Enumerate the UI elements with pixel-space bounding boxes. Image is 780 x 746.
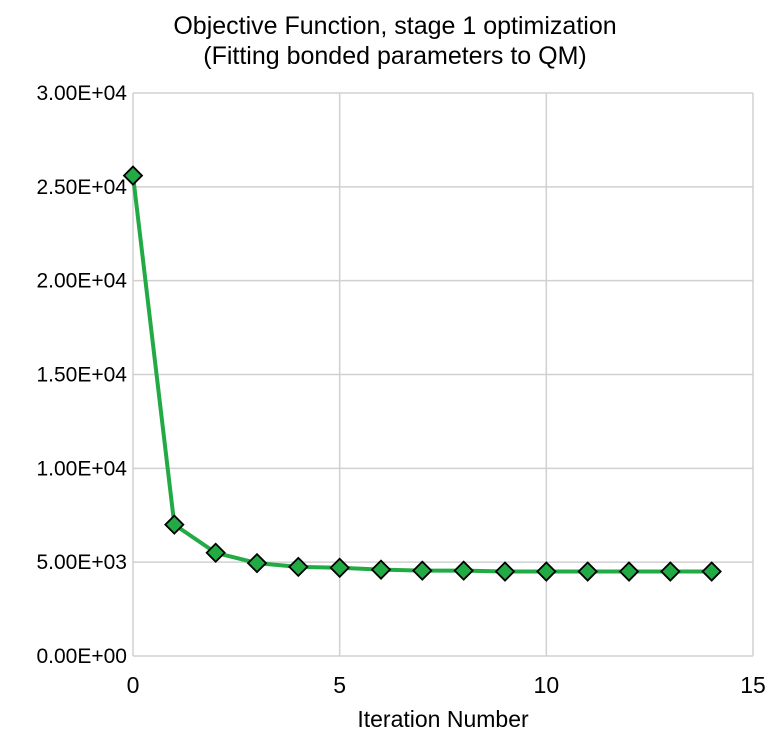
data-point-marker [122,165,144,186]
data-point-marker [577,561,598,582]
x-axis-label: Iteration Number [357,706,529,732]
x-tick-label: 0 [127,672,140,698]
y-tick-label: 2.50E+04 [36,176,127,199]
data-point-marker [660,561,681,582]
data-point-marker [246,552,268,574]
y-tick-label: 0.00E+00 [36,645,127,668]
y-axis-ticks: 0.00E+00 5.00E+03 1.00E+04 1.50E+04 2.00E+04… [36,82,127,668]
chart-subtitle: (Fitting bonded parameters to QM) [203,42,587,70]
data-point-marker [288,556,309,578]
data-point-marker [701,561,722,582]
data-point-marker [164,514,185,535]
series-layer [122,165,722,582]
data-point-marker [205,542,226,564]
data-point-marker [494,561,516,582]
data-point-marker [370,559,392,580]
data-point-marker [536,561,557,582]
data-point-marker [453,560,474,581]
y-tick-label: 2.00E+04 [36,270,127,293]
data-point-marker [412,560,433,581]
x-tick-label: 10 [534,672,560,698]
x-tick-label: 5 [333,672,346,698]
x-tick-label: 15 [740,672,766,698]
chart-title: Objective Function, stage 1 optimization [173,12,616,40]
data-point-marker [618,561,640,582]
data-point-marker [329,557,350,579]
series-line [131,175,712,574]
y-tick-label: 3.00E+04 [36,82,127,105]
y-tick-label: 1.00E+04 [36,457,127,480]
x-axis-ticks: 0 5 10 15 [127,672,766,698]
y-tick-label: 1.50E+04 [36,364,127,387]
y-tick-label: 5.00E+03 [36,551,127,574]
